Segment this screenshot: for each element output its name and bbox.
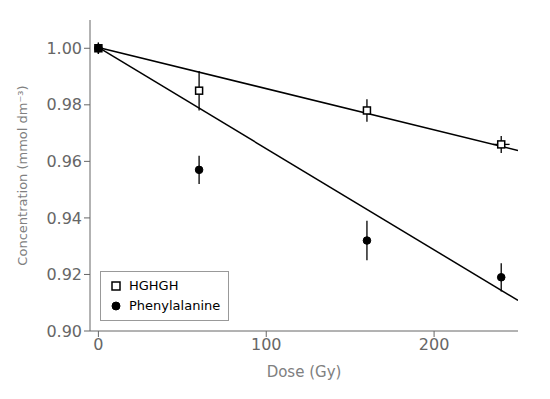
svg-text:1.00: 1.00: [46, 39, 82, 58]
svg-text:0.92: 0.92: [46, 265, 82, 284]
svg-text:200: 200: [419, 335, 450, 354]
html-text:HGHGH: HGHGH: [129, 278, 179, 293]
svg-text:0.94: 0.94: [46, 209, 82, 228]
svg-text:0.98: 0.98: [46, 95, 82, 114]
svg-text:0: 0: [93, 335, 103, 354]
svg-text:0.90: 0.90: [46, 322, 82, 341]
svg-text:100: 100: [251, 335, 282, 354]
svg-text:Dose (Gy): Dose (Gy): [267, 363, 342, 381]
svg-text:0.96: 0.96: [46, 152, 82, 171]
html-text:Phenylalanine: Phenylalanine: [129, 298, 221, 313]
svg-text:Concentration (mmol dm⁻³): Concentration (mmol dm⁻³): [15, 85, 30, 265]
